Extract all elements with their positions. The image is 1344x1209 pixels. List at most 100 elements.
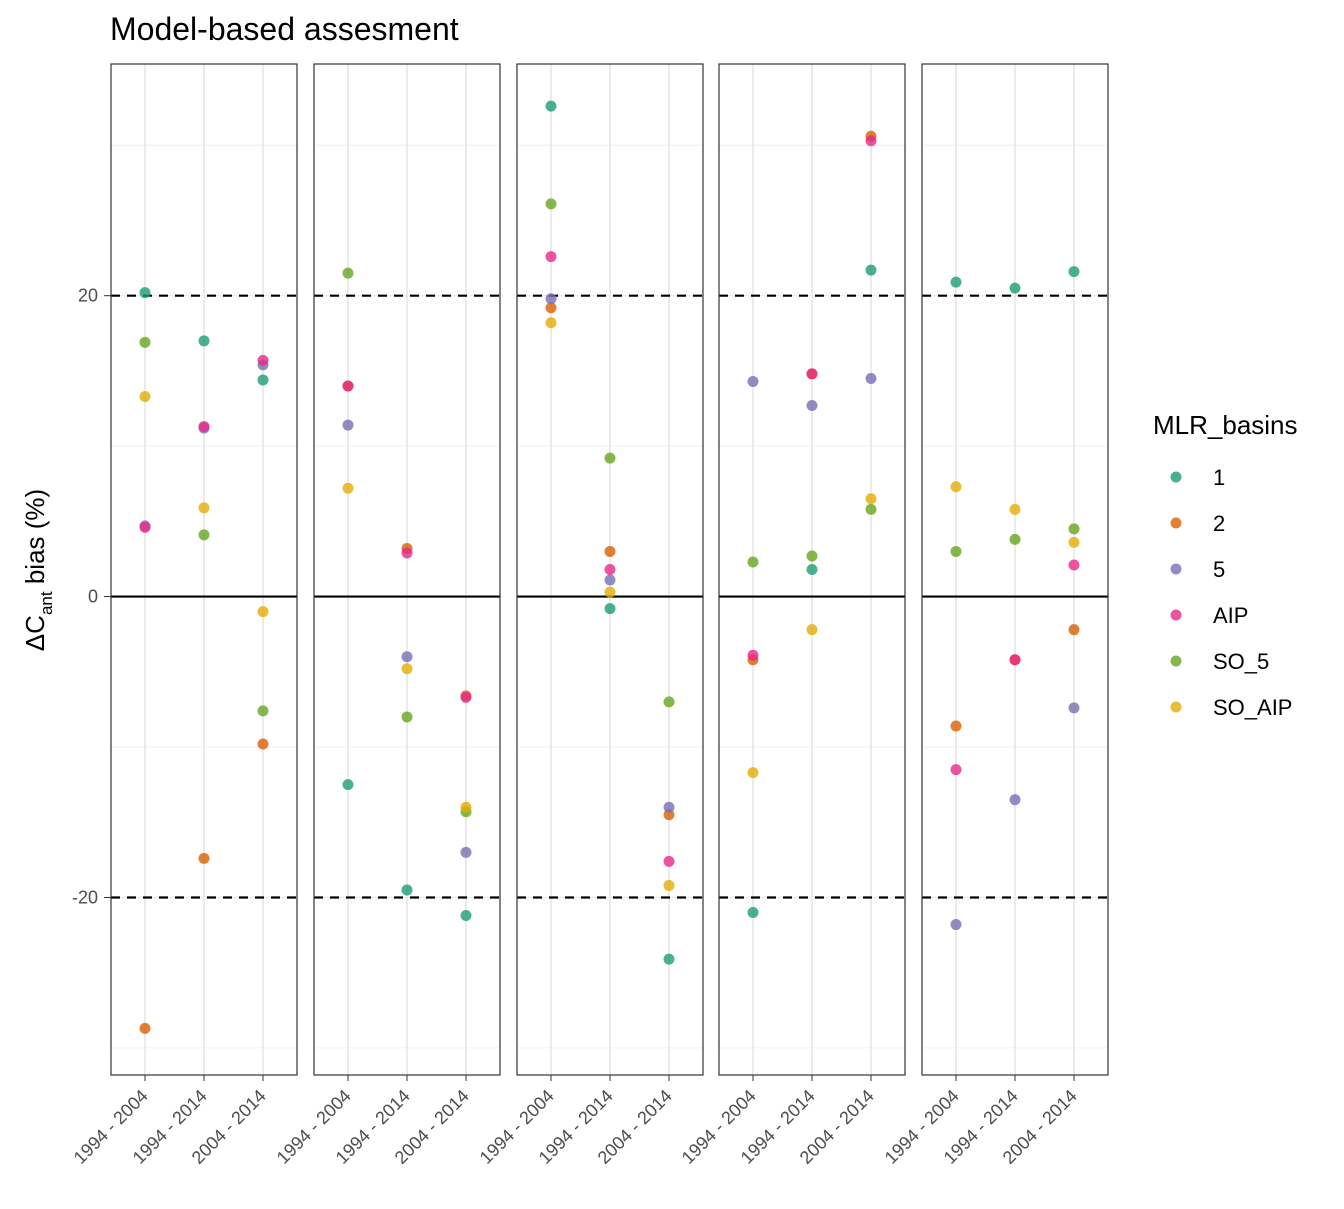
- point-so-aip: [139, 390, 151, 402]
- point-aip: [865, 135, 877, 147]
- point-5: [342, 419, 354, 431]
- y-axis-label-subscript: ant: [37, 591, 56, 615]
- point-so-aip: [950, 481, 962, 493]
- point-2: [604, 545, 616, 557]
- point-1: [1068, 266, 1080, 278]
- point-aip: [257, 354, 269, 366]
- legend-item: 2: [1170, 511, 1225, 536]
- chart-title: Model-based assesment: [110, 11, 459, 47]
- point-so-aip: [663, 879, 675, 891]
- point-so-aip: [342, 482, 354, 494]
- point-so-aip: [198, 502, 210, 514]
- point-1: [950, 276, 962, 288]
- point-so-5: [401, 711, 413, 723]
- point-so-5: [806, 550, 818, 562]
- point-2: [545, 302, 557, 314]
- point-2: [663, 809, 675, 821]
- point-aip: [460, 691, 472, 703]
- point-1: [663, 953, 675, 965]
- legend-label: SO_AIP: [1213, 695, 1292, 720]
- legend-item: SO_AIP: [1170, 695, 1292, 720]
- point-aip: [806, 368, 818, 380]
- point-5: [747, 375, 759, 387]
- point-5: [401, 651, 413, 663]
- point-5: [950, 919, 962, 931]
- legend-title: MLR_basins: [1153, 410, 1298, 440]
- point-5: [663, 801, 675, 813]
- point-so-aip: [806, 624, 818, 636]
- point-1: [342, 779, 354, 791]
- legend-label: 1: [1213, 465, 1225, 490]
- point-so-5: [1068, 523, 1080, 535]
- point-5: [604, 574, 616, 586]
- point-so-aip: [865, 493, 877, 505]
- point-1: [865, 264, 877, 276]
- point-so-aip: [747, 767, 759, 779]
- y-axis-label-rest: bias (%): [20, 489, 50, 592]
- legend-item: AIP: [1170, 603, 1248, 628]
- legend-key: [1170, 563, 1182, 575]
- legend: MLR_basins 1 2 5 AIP SO_5 SO_AIP: [1153, 410, 1298, 720]
- legend-key: [1170, 655, 1182, 667]
- point-2: [1068, 624, 1080, 636]
- point-1: [401, 884, 413, 896]
- point-1: [747, 907, 759, 919]
- y-axis-label-main: ΔC: [20, 615, 50, 651]
- point-5: [1009, 794, 1021, 806]
- point-so-aip: [401, 663, 413, 675]
- point-so-5: [545, 198, 557, 210]
- point-so-5: [257, 705, 269, 717]
- point-aip: [198, 421, 210, 433]
- legend-key: [1170, 701, 1182, 713]
- point-aip: [747, 649, 759, 661]
- point-2: [950, 720, 962, 732]
- point-so-aip: [545, 317, 557, 329]
- point-5: [1068, 702, 1080, 714]
- legend-key: [1170, 471, 1182, 483]
- point-1: [604, 603, 616, 615]
- point-aip: [604, 564, 616, 575]
- point-1: [198, 335, 210, 347]
- legend-key: [1170, 517, 1182, 529]
- point-5: [460, 846, 472, 858]
- point-so-5: [1009, 533, 1021, 545]
- legend-item: 1: [1170, 465, 1225, 490]
- point-1: [1009, 282, 1021, 294]
- y-tick-label: 0: [88, 587, 98, 607]
- point-so-aip: [1009, 503, 1021, 515]
- y-tick-label: 20: [78, 286, 98, 306]
- legend-item: SO_5: [1170, 649, 1269, 674]
- point-aip: [342, 380, 354, 392]
- point-aip: [139, 521, 151, 533]
- legend-key: [1170, 609, 1182, 621]
- point-1: [257, 374, 269, 386]
- point-1: [139, 287, 151, 299]
- y-axis-label: ΔCant bias (%): [20, 489, 56, 651]
- point-aip: [950, 764, 962, 776]
- point-so-5: [198, 529, 210, 541]
- point-so-aip: [460, 801, 472, 813]
- point-1: [460, 910, 472, 922]
- point-aip: [1068, 559, 1080, 571]
- point-so-aip: [1068, 536, 1080, 548]
- point-so-5: [342, 267, 354, 279]
- point-so-5: [950, 545, 962, 557]
- point-2: [139, 1022, 151, 1034]
- point-so-5: [747, 556, 759, 568]
- point-aip: [1009, 654, 1021, 666]
- legend-label: SO_5: [1213, 649, 1269, 674]
- point-so-5: [604, 452, 616, 464]
- point-so-5: [865, 503, 877, 515]
- point-1: [545, 100, 557, 112]
- legend-label: 5: [1213, 557, 1225, 582]
- point-so-5: [663, 696, 675, 708]
- point-so-aip: [604, 586, 616, 598]
- point-5: [545, 293, 557, 305]
- point-so-aip: [257, 606, 269, 618]
